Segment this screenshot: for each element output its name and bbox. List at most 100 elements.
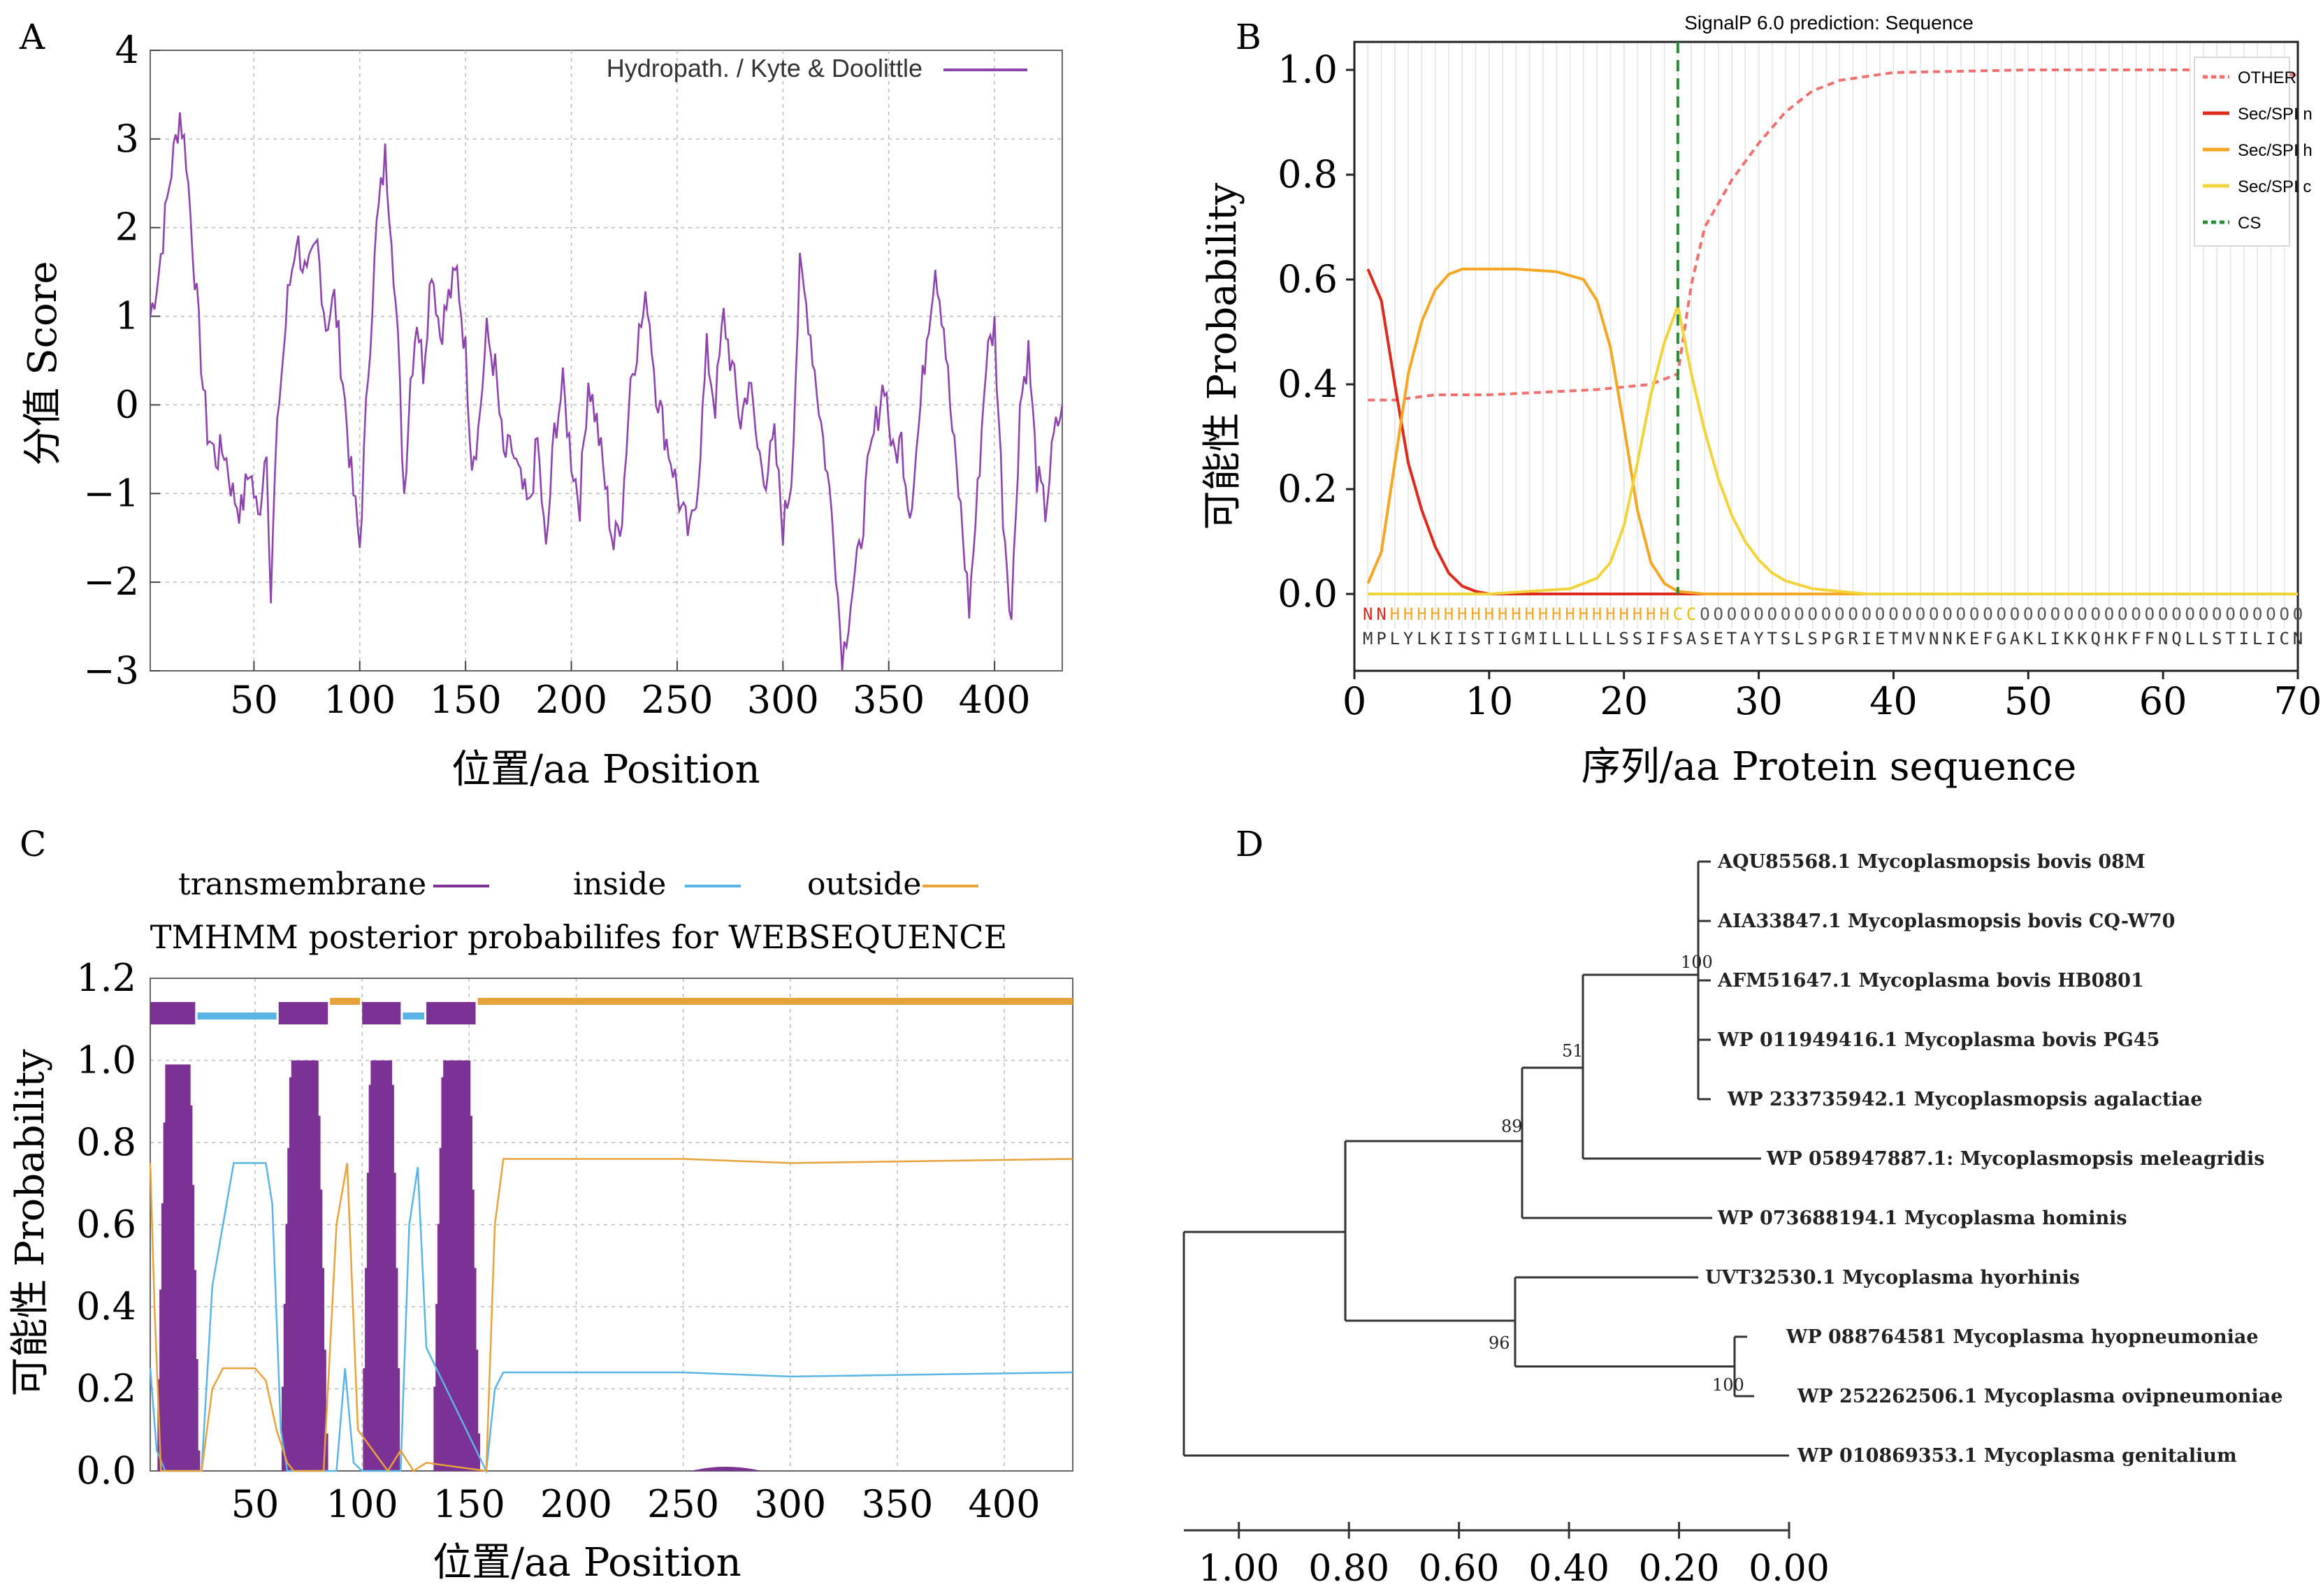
legend-label-c: inside xyxy=(573,866,666,902)
sequence-char: I xyxy=(1498,629,1507,648)
tmhmm-lines xyxy=(149,1158,1073,1474)
plot-frame-a xyxy=(150,50,1063,672)
sequence-char: N xyxy=(1929,629,1939,648)
sequence-char: Q xyxy=(2171,629,2181,648)
signalp-lines xyxy=(1366,42,2299,595)
sequence-char: L xyxy=(1794,629,1804,648)
y-tick-label-a: 1 xyxy=(115,294,139,338)
region-char: N xyxy=(1363,604,1373,624)
x-axis-label-a: 位置/aa Position xyxy=(451,747,760,792)
topology-inside xyxy=(197,1013,277,1020)
sequence-labels: NMNPHLHYHLHKHIHIHSHTHIHGHMHIHLHLHLHLHLHS… xyxy=(1363,604,2303,648)
sequence-char: E xyxy=(1713,629,1723,648)
sequence-char: S xyxy=(1700,629,1709,648)
signalp-series-1 xyxy=(1366,268,2298,595)
region-char: O xyxy=(2077,604,2087,624)
sequence-char: L xyxy=(1565,629,1575,648)
region-char: O xyxy=(2104,604,2114,624)
sequence-char: C xyxy=(2279,629,2289,648)
y-tick-label-c: 0.0 xyxy=(76,1449,136,1493)
bootstrap-label: 89 xyxy=(1501,1117,1523,1136)
y-tick-label-b: 0.4 xyxy=(1278,362,1338,406)
region-char: O xyxy=(2010,604,2020,624)
sequence-char: G xyxy=(1511,629,1521,648)
region-char: O xyxy=(2199,604,2208,624)
region-char: O xyxy=(2239,604,2249,624)
scale-tick-label: 0.60 xyxy=(1419,1548,1500,1590)
legend-label-b: Sec/SPI n xyxy=(2238,105,2313,124)
panel-b: B SignalP 6.0 prediction: Sequence 0.00.… xyxy=(1200,12,2322,790)
region-char: O xyxy=(1862,604,1872,624)
sequence-char: S xyxy=(1633,629,1642,648)
taxon-label: WP 011949416.1 Mycoplasma bovis PG45 xyxy=(1717,1029,2159,1051)
sequence-char: T xyxy=(1484,629,1494,648)
taxon-label: WP 233735942.1 Mycoplasmopsis agalactiae xyxy=(1727,1089,2203,1110)
legend-label-c: outside xyxy=(807,866,921,902)
legend-b: OTHER Sec/SPI n Sec/SPI h Sec/SPI c CS xyxy=(2194,57,2313,247)
taxon-label: UVT32530.1 Mycoplasma hyorhinis xyxy=(1705,1267,2080,1289)
y-tick-label-a: 3 xyxy=(115,117,139,161)
x-tick-label-a: 350 xyxy=(853,678,925,722)
legend-label-a: Hydropath. / Kyte & Doolittle xyxy=(607,54,922,82)
scale-tick-label: 0.20 xyxy=(1639,1548,1720,1590)
region-char: H xyxy=(1430,604,1440,624)
y-tick-label-c: 0.8 xyxy=(76,1120,136,1164)
x-tick-label-a: 100 xyxy=(324,678,396,722)
region-char: O xyxy=(1888,604,1898,624)
sequence-char: L xyxy=(2185,629,2194,648)
transmembrane-bars xyxy=(157,1060,759,1472)
sequence-char: N xyxy=(1942,629,1952,648)
region-char: H xyxy=(1511,604,1521,624)
sequence-char: F xyxy=(2131,629,2141,648)
region-char: H xyxy=(1484,604,1494,624)
region-char: O xyxy=(2171,604,2181,624)
region-char: O xyxy=(1875,604,1885,624)
sequence-char: S xyxy=(1470,629,1480,648)
sequence-char: R xyxy=(1848,629,1858,648)
sequence-char: A xyxy=(2010,629,2020,648)
region-char: O xyxy=(2036,604,2046,624)
grid-a xyxy=(150,50,1062,672)
region-char: O xyxy=(2252,604,2262,624)
y-tick-label-b: 0.2 xyxy=(1278,467,1338,511)
sequence-char: Y xyxy=(1403,629,1414,648)
y-tick-label-a: −1 xyxy=(83,471,139,515)
x-tick-label-c: 150 xyxy=(433,1482,505,1526)
taxon-label: WP 058947887.1: Mycoplasmopsis meleagrid… xyxy=(1766,1148,2264,1170)
region-char: O xyxy=(1713,604,1723,624)
bootstrap-labels: 100 51 89 96 100 xyxy=(1489,952,1744,1395)
sequence-char: L xyxy=(2036,629,2046,648)
region-char: H xyxy=(1579,604,1589,624)
y-tick-label-c: 1.2 xyxy=(76,956,136,1000)
x-tick-label-a: 250 xyxy=(641,678,713,722)
region-char: H xyxy=(1592,604,1602,624)
x-ticks-b: 0 10 20 30 40 50 60 70 xyxy=(1343,679,2322,723)
x-tick-label-b: 20 xyxy=(1600,679,1648,723)
y-ticks-c: 0.0 0.2 0.4 0.6 0.8 1.0 1.2 xyxy=(76,956,136,1493)
plot-frame-c xyxy=(150,978,1073,1472)
sequence-char: E xyxy=(1875,629,1885,648)
tmhmm-series-inside xyxy=(149,1162,1073,1474)
legend-label-b: OTHER xyxy=(2238,68,2296,87)
x-tick-label-a: 200 xyxy=(535,678,607,722)
phylo-tree xyxy=(1182,860,1789,1457)
region-char: O xyxy=(1956,604,1966,624)
sequence-char: S xyxy=(1673,629,1683,648)
x-tick-label-c: 400 xyxy=(968,1482,1040,1526)
bootstrap-label: 100 xyxy=(1681,952,1713,972)
taxon-label: AFM51647.1 Mycoplasma bovis HB0801 xyxy=(1717,970,2144,992)
sequence-char: T xyxy=(2225,629,2235,648)
signalp-series-0 xyxy=(1368,68,2299,402)
grid-b xyxy=(1346,42,2299,679)
tmhmm-series-outside xyxy=(149,1158,1073,1473)
region-char: H xyxy=(1457,604,1467,624)
y-tick-label-c: 0.2 xyxy=(76,1367,136,1411)
scale-tick-label: 1.00 xyxy=(1199,1548,1280,1590)
legend-label-b: CS xyxy=(2238,214,2261,233)
region-char: O xyxy=(2266,604,2275,624)
region-char: O xyxy=(1807,604,1817,624)
x-tick-label-b: 30 xyxy=(1735,679,1783,723)
y-tick-label-a: −2 xyxy=(83,560,139,604)
sequence-char: M xyxy=(1363,629,1373,648)
sequence-char: P xyxy=(1821,629,1831,648)
